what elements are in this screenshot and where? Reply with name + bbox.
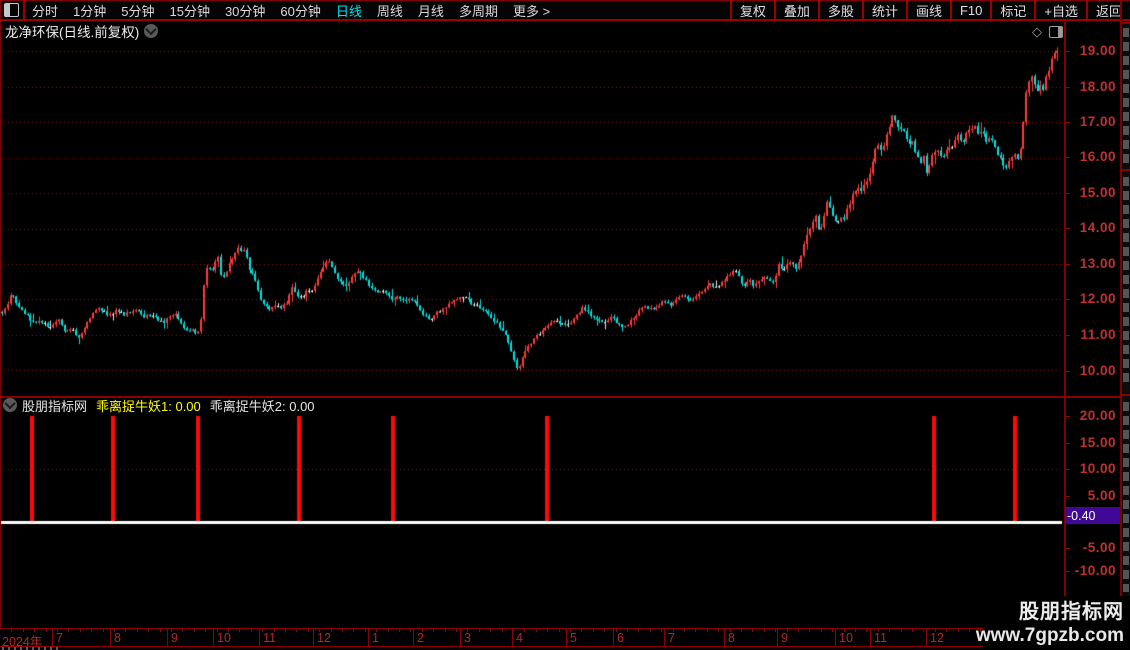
month-label: 12 xyxy=(930,631,944,645)
price-axis-line xyxy=(1064,22,1066,646)
menu-button-3[interactable]: 统计 xyxy=(864,0,908,21)
price-label: 19.00 xyxy=(1079,43,1116,58)
menu-button-2[interactable]: 多股 xyxy=(820,0,864,21)
menu-item-4[interactable]: 30分钟 xyxy=(224,3,266,19)
indicator-axis-label: 10.00 xyxy=(1079,461,1116,476)
chevron-down-icon[interactable] xyxy=(3,398,17,412)
watermark-url: www.7gpzb.com xyxy=(975,625,1124,646)
watermark-site-name: 股朋指标网 xyxy=(1019,601,1124,623)
indicator-source-label: 股朋指标网 xyxy=(22,398,88,414)
axis-bottom-line xyxy=(0,646,1130,647)
menu-item-2[interactable]: 5分钟 xyxy=(121,3,155,19)
month-label: 5 xyxy=(570,631,577,645)
menu-button-5[interactable]: F10 xyxy=(952,0,993,21)
indicator-axis-label: 20.00 xyxy=(1079,408,1116,423)
month-label: 9 xyxy=(171,631,178,645)
date-axis: 2024年 7 8 9 10 11 12 1 2 3 4 5 6 7 8 9 10 11 12 xyxy=(0,629,1130,646)
month-label: 11 xyxy=(263,631,276,645)
menu-item-5[interactable]: 60分钟 xyxy=(280,3,321,19)
month-label: 9 xyxy=(781,631,788,645)
axis-top-line xyxy=(0,628,1130,629)
indicator-axis-label: 5.00 xyxy=(1087,488,1116,503)
price-label: 15.00 xyxy=(1079,185,1116,200)
price-label: 10.00 xyxy=(1079,363,1116,378)
indicator-header: 股朋指标网 乖离捉牛妖1: 0.00 乖离捉牛妖2: 0.00 xyxy=(0,397,1060,414)
month-label: 10 xyxy=(217,631,231,645)
menu-item-9[interactable]: 多周期 xyxy=(458,3,498,19)
indicator-axis-label: -5.00 xyxy=(1082,540,1116,555)
left-frame-line xyxy=(0,0,1,646)
month-label: 7 xyxy=(668,631,675,645)
indicator-axis-label: 15.00 xyxy=(1079,435,1116,450)
month-label: 7 xyxy=(56,631,63,645)
menu-divider xyxy=(23,0,25,21)
month-label: 1 xyxy=(372,631,379,645)
year-label: 2024年 xyxy=(2,635,43,646)
month-label: 4 xyxy=(516,631,523,645)
menu-button-1[interactable]: 叠加 xyxy=(776,0,820,21)
indicator-chart[interactable] xyxy=(0,413,1064,628)
diamond-icon[interactable]: ◇ xyxy=(1032,24,1042,39)
price-label: 17.00 xyxy=(1079,114,1116,129)
menu-item-8[interactable]: 月线 xyxy=(417,3,444,19)
right-sidebar-strip[interactable] xyxy=(1122,22,1130,650)
stock-title: 龙净环保(日线.前复权) xyxy=(5,25,140,40)
month-label: 10 xyxy=(839,631,853,645)
chevron-down-icon[interactable] xyxy=(144,24,159,38)
corner-icons: ◇ xyxy=(1032,24,1063,40)
indicator-axis-label: -10.00 xyxy=(1074,563,1116,578)
menu-button-0[interactable]: 复权 xyxy=(732,0,776,21)
price-label: 12.00 xyxy=(1079,291,1116,306)
menu-item-10[interactable]: 更多 > xyxy=(512,3,551,19)
menu-item-3[interactable]: 15分钟 xyxy=(169,3,210,19)
top-menu-bar: 分时 1分钟 5分钟 15分钟 30分钟 60分钟 日线 周线 月线 多周期 更多 > 复权 叠加 多股… xyxy=(0,0,1130,21)
panel-toggle-icon[interactable] xyxy=(1049,26,1063,38)
month-label: 6 xyxy=(617,631,624,645)
menu-button-8[interactable]: 返回 xyxy=(1095,3,1122,19)
panel-separator[interactable] xyxy=(0,396,1130,398)
month-label: 11 xyxy=(874,631,887,645)
menu-item-7[interactable]: 周线 xyxy=(376,3,403,19)
menu-button-6[interactable]: 标记 xyxy=(992,0,1037,21)
menu-button-4[interactable]: 画线 xyxy=(908,0,952,21)
tools-menu: 复权 叠加 多股 统计 画线 F10 标记 +自选 返回 xyxy=(729,0,1130,21)
menu-item-6[interactable]: 日线 xyxy=(335,3,362,19)
chart-title-row: 龙净环保(日线.前复权) xyxy=(0,22,1064,40)
month-label: 3 xyxy=(464,631,471,645)
menu-item-1[interactable]: 1分钟 xyxy=(73,3,107,19)
period-menu: 分时 1分钟 5分钟 15分钟 30分钟 60分钟 日线 周线 月线 多周期 更多 > xyxy=(25,1,730,20)
month-label: 8 xyxy=(728,631,735,645)
statusbar-stub xyxy=(2,647,62,650)
indicator-value-2: 乖离捉牛妖2: 0.00 xyxy=(209,398,315,414)
month-label: 12 xyxy=(317,631,331,645)
month-label: 2 xyxy=(417,631,424,645)
price-label: 18.00 xyxy=(1079,79,1116,94)
month-label: 8 xyxy=(114,631,121,645)
sidebar-split-line[interactable] xyxy=(1120,0,1122,650)
price-label: 16.00 xyxy=(1079,149,1116,164)
indicator-value-1: 乖离捉牛妖1: 0.00 xyxy=(96,398,201,414)
indicator-value-badge: -0.40 xyxy=(1065,507,1120,524)
price-label: 11.00 xyxy=(1080,327,1116,342)
menu-button-7[interactable]: +自选 xyxy=(1036,0,1088,21)
price-label: 13.00 xyxy=(1079,256,1116,271)
price-label: 14.00 xyxy=(1079,220,1116,235)
menu-item-0[interactable]: 分时 xyxy=(32,3,59,19)
main-candlestick-chart[interactable] xyxy=(0,40,1064,396)
window-layout-icon[interactable] xyxy=(4,3,19,17)
watermark: 股朋指标网 www.7gpzb.com xyxy=(976,596,1130,650)
